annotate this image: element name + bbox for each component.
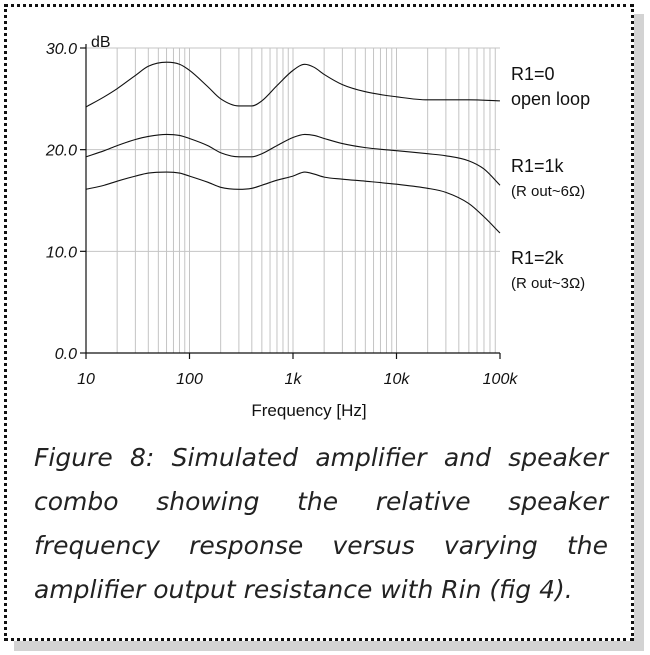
x-tick-label: 1k: [285, 371, 303, 388]
tick-label-layer: 0.0 10.0 20.0 30.0 10 100 1k 10k 100k: [45, 41, 518, 388]
frame-shadow-bottom: [14, 641, 644, 651]
y-tick-label: 30.0: [46, 41, 77, 58]
series-sublabel-r1-0: open loop: [511, 89, 590, 109]
x-tick-label: 10k: [384, 371, 411, 388]
x-tick-label: 10: [77, 371, 95, 388]
x-axis-title: Frequency [Hz]: [251, 401, 366, 420]
y-tick-label: 0.0: [55, 346, 77, 363]
y-axis-unit-label: dB: [91, 34, 111, 51]
series-label-r1-0: R1=0: [511, 64, 555, 84]
series-sublabel-r1-1k: (R out~6Ω): [511, 183, 585, 200]
series-label-layer: R1=0 open loop R1=1k (R out~6Ω) R1=2k (R out~…: [511, 64, 590, 292]
series-sublabel-r1-2k: (R out~3Ω): [511, 275, 585, 292]
series-line-r1-0: [85, 61, 501, 108]
axes-layer: [80, 44, 501, 359]
y-tick-label: 20.0: [45, 143, 77, 160]
x-tick-label: 100k: [483, 371, 519, 388]
series-label-r1-2k: R1=2k: [511, 248, 565, 268]
y-tick-label: 10.0: [46, 244, 77, 261]
x-tick-label: 100: [176, 371, 203, 388]
series-line-r1-1k: [85, 133, 501, 186]
frequency-response-chart: 0.0 10.0 20.0 30.0 10 100 1k 10k 100k R1=0 open l…: [45, 34, 590, 420]
grid-layer: [86, 47, 500, 353]
series-label-r1-1k: R1=1k: [511, 156, 565, 176]
figure-caption: Figure 8: Simulated amplifier and speake…: [34, 443, 608, 604]
series-layer: [85, 61, 501, 234]
series-line-r1-2k: [85, 171, 501, 234]
frame-shadow-right: [634, 14, 644, 646]
figure-frame: [4, 4, 634, 641]
